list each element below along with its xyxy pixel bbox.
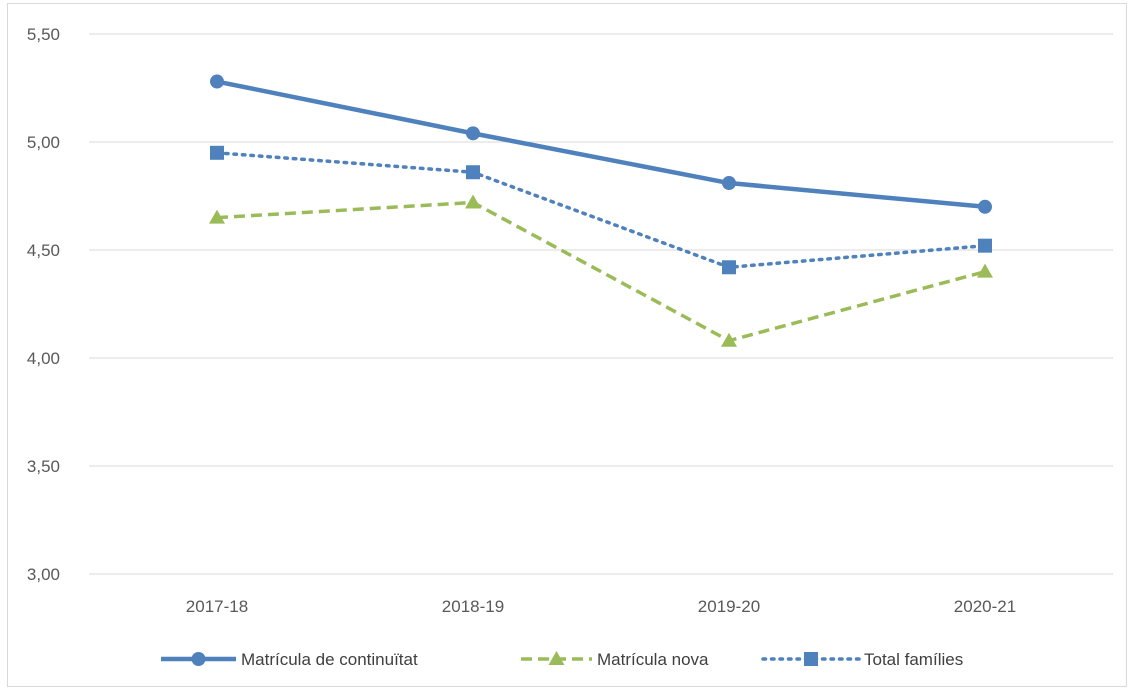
legend-label: Total famílies: [864, 650, 963, 669]
y-tick-label: 5,00: [27, 133, 60, 152]
x-tick-label: 2019-20: [698, 597, 760, 616]
data-point: [210, 74, 224, 89]
legend-label: Matrícula de continuïtat: [241, 650, 418, 669]
y-tick-label: 4,50: [27, 241, 60, 260]
x-axis-tick-labels: 2017-18 2018-19 2019-20 2020-21: [186, 597, 1016, 616]
legend-marker: [191, 652, 206, 666]
gridlines: [89, 33, 1113, 575]
series-2: [210, 145, 992, 275]
y-tick-label: 3,00: [27, 565, 60, 584]
series-line: [215, 151, 987, 270]
chart-frame: [7, 3, 1127, 687]
series-line: [216, 79, 986, 210]
x-tick-label: 2017-18: [186, 597, 248, 616]
series-1: [209, 194, 993, 347]
data-point: [209, 209, 225, 224]
legend-label: Matrícula nova: [597, 650, 709, 669]
data-point: [978, 238, 992, 253]
legend-marker: [548, 651, 565, 665]
data-point: [977, 263, 993, 278]
legend-marker: [804, 652, 818, 666]
data-point: [465, 194, 481, 209]
y-tick-label: 5,50: [27, 25, 60, 44]
data-point: [978, 199, 992, 214]
data-point: [210, 145, 224, 160]
x-tick-label: 2018-19: [442, 597, 504, 616]
data-point: [722, 260, 736, 275]
y-axis-tick-labels: 3,00 3,50 4,00 4,50 5,00 5,50: [27, 25, 60, 584]
series-lines: [209, 74, 993, 347]
data-point: [466, 165, 480, 180]
y-tick-label: 4,00: [27, 349, 60, 368]
series-0: [210, 74, 992, 214]
legend-item: Matrícula nova: [521, 650, 709, 669]
legend-item: Matrícula de continuïtat: [161, 650, 418, 669]
data-point: [721, 332, 737, 347]
series-line: [216, 200, 986, 343]
data-point: [466, 126, 480, 141]
legend: Matrícula de continuïtat Matrícula nova To…: [161, 650, 963, 669]
y-tick-label: 3,50: [27, 457, 60, 476]
data-point: [722, 176, 736, 191]
legend-item: Total famílies: [761, 650, 963, 669]
x-tick-label: 2020-21: [954, 597, 1016, 616]
